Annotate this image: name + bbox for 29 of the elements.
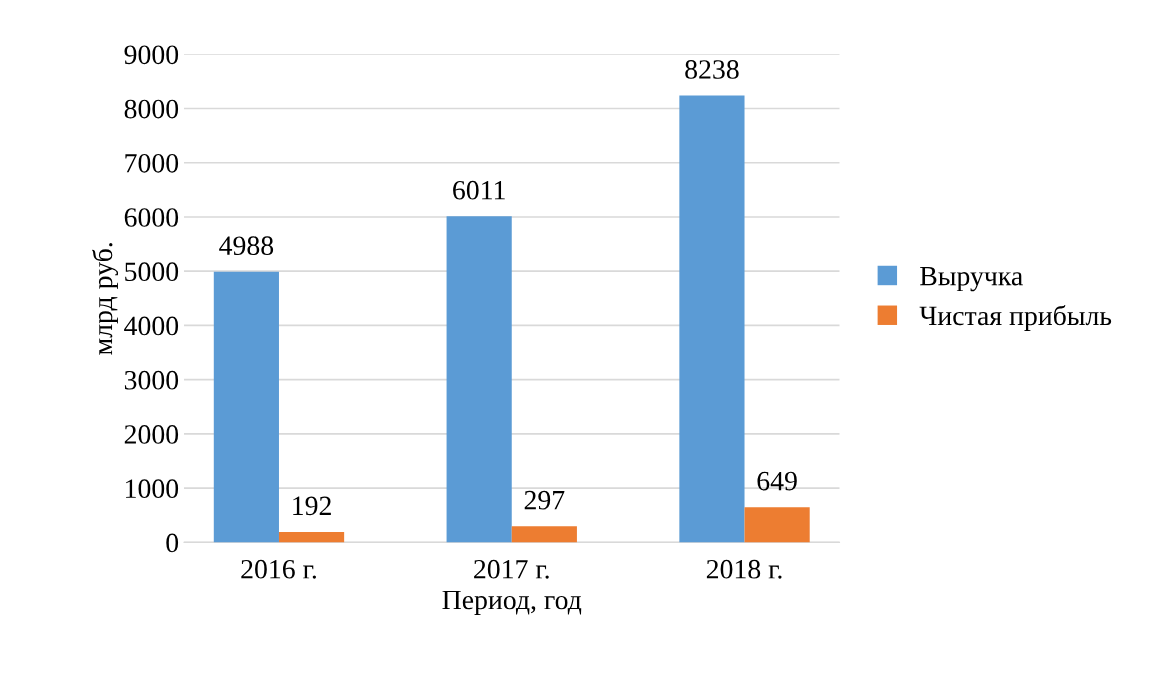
y-tick-label: 8000 [124,99,179,119]
data-label: 297 [524,490,565,510]
data-label: 6011 [453,180,505,200]
bar [278,531,345,543]
y-tick-label: 5000 [125,262,179,282]
y-tick-label: 9000 [124,45,179,65]
y-tick-label: 3000 [124,370,179,390]
bar [679,95,745,543]
x-tick-label: 2017 г. [474,559,549,579]
x-axis-title: Период, год [442,590,582,615]
x-tick-label: 2018 г. [706,559,782,579]
data-label: 192 [293,496,331,516]
y-tick-label: 2000 [124,425,179,444]
y-tick-label: 1000 [126,479,179,499]
legend-label: Выручка [920,267,1023,292]
y-axis-title: млрд руб. [92,243,119,355]
data-label: 8238 [685,60,739,79]
y-tick-label: 4000 [124,316,179,336]
y-tick-label: 7000 [125,153,179,173]
x-tick-label: 2016 г. [241,559,316,579]
y-tick-label: 0 [166,533,179,553]
data-label: 4988 [219,236,274,256]
bar [446,216,512,543]
bar [213,271,279,543]
bar [744,507,810,543]
data-label: 649 [757,471,797,491]
bar [511,526,577,543]
legend-label: Чистая прибыль [919,305,1112,331]
y-tick-label: 6000 [124,208,179,227]
